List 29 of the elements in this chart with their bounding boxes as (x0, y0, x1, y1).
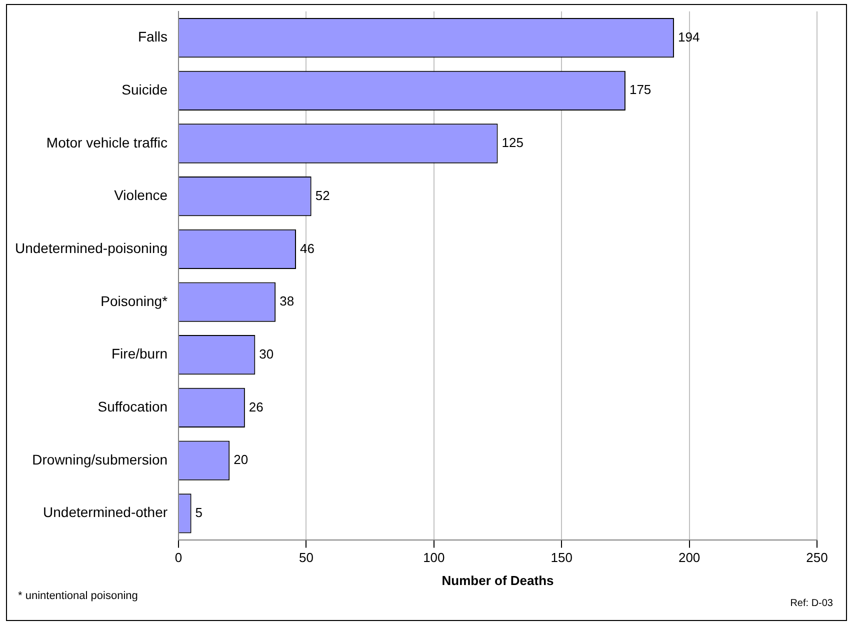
x-tick-label: 250 (806, 550, 828, 566)
data-label: 52 (315, 188, 330, 203)
text: * unintentional poisoning (18, 590, 138, 602)
x-tick-label: 150 (550, 550, 572, 566)
data-label: 5 (195, 504, 203, 520)
y-tick-label: Undetermined-other (43, 504, 168, 520)
data-label: 194 (678, 29, 700, 44)
text: Ref: D-03 (790, 598, 833, 609)
data-label: 175 (629, 82, 652, 98)
x-tick-label: 200 (678, 550, 700, 566)
x-tick-label: 50 (298, 550, 314, 566)
y-tick-label: Violence (114, 187, 168, 204)
data-label: 20 (234, 452, 248, 468)
y-tick-label: Drowning/submersion (32, 451, 168, 468)
y-tick-label: Suffocation (98, 398, 168, 415)
data-label: 30 (259, 346, 274, 362)
x-tick-label: 0 (174, 550, 182, 566)
y-tick-label: Motor vehicle traffic (46, 134, 168, 150)
x-axis-title: Number of Deaths (442, 572, 554, 588)
y-tick-label: Poisoning* (100, 292, 168, 309)
y-tick-label: Fire/burn (112, 346, 168, 362)
data-label: 38 (280, 294, 294, 309)
y-tick-label: Undetermined-poisoning (14, 240, 168, 256)
data-label: 46 (300, 240, 314, 256)
data-label: 125 (502, 135, 524, 150)
data-label: 26 (248, 399, 264, 414)
x-tick-label: 100 (423, 550, 445, 566)
y-tick-label: Suicide (122, 82, 168, 98)
y-tick-label: Falls (138, 28, 168, 45)
